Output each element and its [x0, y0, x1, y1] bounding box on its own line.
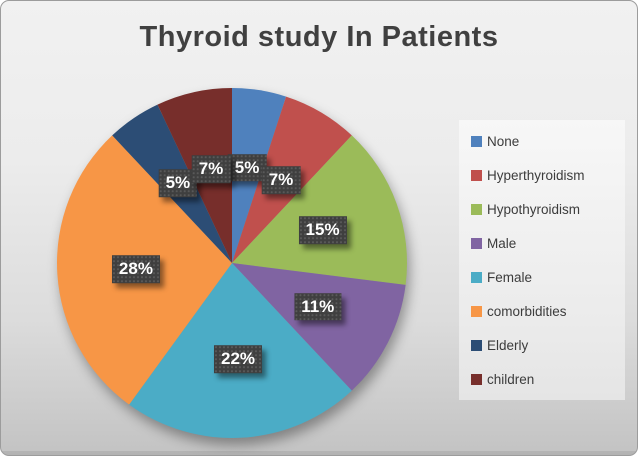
legend-item-hyperthyroidism[interactable]: Hyperthyroidism	[471, 168, 625, 183]
data-label-elderly[interactable]: 5%	[158, 169, 198, 198]
legend-item-hypothyroidism[interactable]: Hypothyroidism	[471, 202, 625, 217]
legend-item-comorbidities[interactable]: comorbidities	[471, 304, 625, 319]
chart-title: Thyroid study In Patients	[139, 21, 499, 53]
legend-label: Hyperthyroidism	[487, 167, 585, 183]
legend-item-children[interactable]: children	[471, 372, 625, 387]
data-label-hyperthyroidism[interactable]: 7%	[261, 166, 301, 194]
legend: None Hyperthyroidism Hypothyroidism Male Fem…	[459, 120, 625, 400]
legend-swatch-male	[471, 237, 482, 249]
data-label-hypothyroidism[interactable]: 15%	[298, 216, 347, 245]
legend-item-female[interactable]: Female	[471, 270, 625, 285]
legend-item-none[interactable]: None	[471, 134, 625, 149]
data-label-male[interactable]: 11%	[294, 292, 342, 321]
pie-slice-male[interactable]	[232, 263, 406, 391]
legend-label: Hypothyroidism	[487, 201, 581, 217]
legend-swatch-children	[471, 373, 482, 385]
legend-label: None	[487, 133, 520, 149]
legend-label: Male	[487, 235, 517, 251]
legend-swatch-female	[471, 271, 482, 283]
legend-item-male[interactable]: Male	[471, 236, 625, 251]
legend-label: children	[487, 371, 535, 387]
data-label-none[interactable]: 5%	[227, 154, 267, 182]
legend-swatch-comorbidities	[471, 305, 482, 317]
data-label-comorbidities[interactable]: 28%	[111, 255, 160, 283]
data-label-children[interactable]: 7%	[191, 155, 231, 183]
legend-label: comorbidities	[487, 303, 567, 319]
legend-swatch-hyperthyroidism	[471, 169, 482, 181]
legend-item-elderly[interactable]: Elderly	[471, 338, 625, 353]
legend-swatch-hypothyroidism	[471, 203, 482, 215]
data-label-female[interactable]: 22%	[214, 345, 263, 373]
legend-label: Female	[487, 269, 533, 285]
pie-slice-hypothyroidism[interactable]	[232, 135, 408, 285]
legend-label: Elderly	[487, 337, 529, 353]
legend-swatch-elderly	[471, 339, 482, 351]
legend-swatch-none	[471, 135, 482, 147]
